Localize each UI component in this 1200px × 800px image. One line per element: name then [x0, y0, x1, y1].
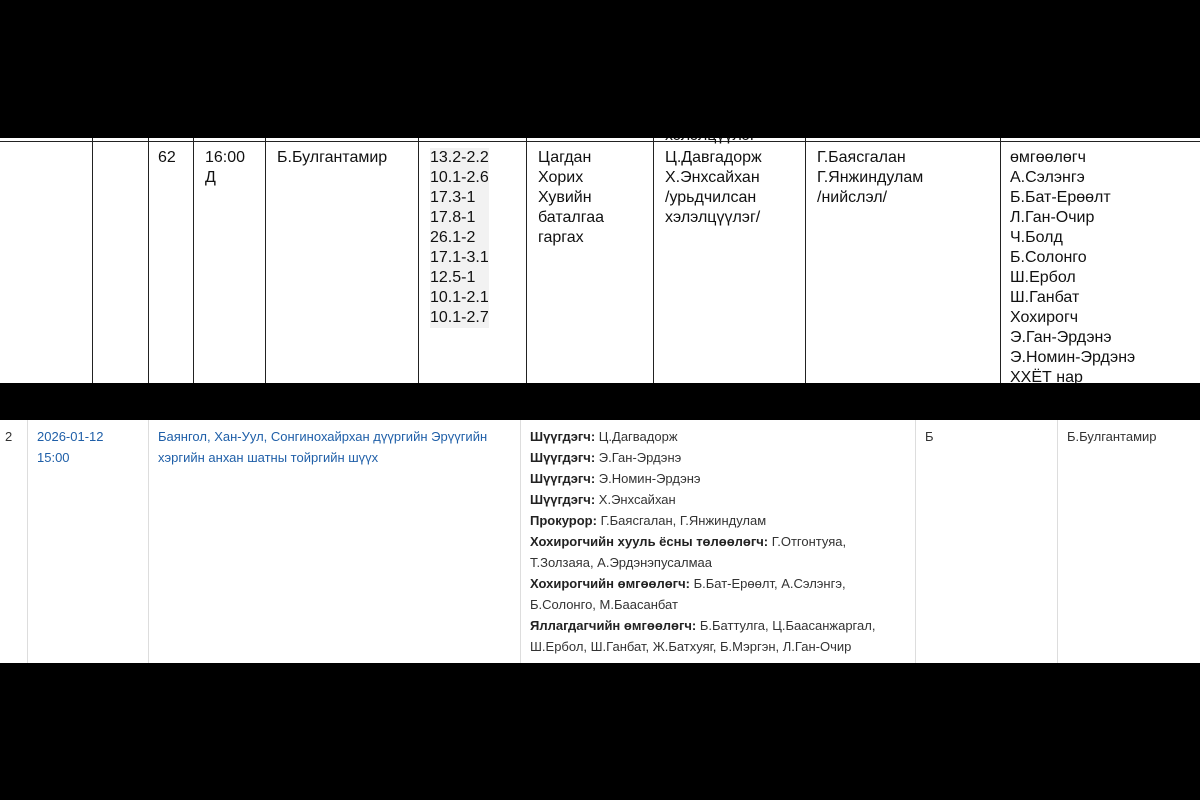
measure: Цагдан Хорих Хувийн баталгаа гаргах	[538, 148, 604, 248]
time: 16:00	[205, 149, 246, 166]
participant: Шүүгдэгч: Э.Ган-Эрдэнэ	[530, 447, 905, 468]
line: Э.Номин-Эрдэнэ	[1010, 349, 1136, 366]
judge: Б.Булгантамир	[277, 149, 388, 166]
role: Шүүгдэгч:	[530, 450, 596, 465]
line: гаргах	[538, 229, 584, 246]
line: 17.8-1	[430, 209, 476, 226]
line: Л.Ган-Очир	[1010, 209, 1095, 226]
line: Э.Ган-Эрдэнэ	[1010, 329, 1112, 346]
names: Э.Ган-Эрдэнэ	[598, 450, 682, 465]
role: Хохирогчийн хууль ёсны төлөөлөгч:	[530, 534, 769, 549]
line: баталгаа	[538, 209, 605, 226]
line: 13.2-2.2	[430, 149, 489, 166]
names: Х.Энхсайхан	[598, 492, 676, 507]
names: Г.Баясгалан, Г.Янжиндулам	[600, 513, 767, 528]
names: Б.Бат-Ерөөлт, А.Сэлэнгэ, Б.Солонго, М.Ба…	[530, 576, 846, 612]
role: Шүүгдэгч:	[530, 492, 596, 507]
participants: өмгөөлөгч А.Сэлэнгэ Б.Бат-Ерөөлт Л.Ган-Очир…	[1010, 148, 1135, 383]
line: Ш.Ганбат	[1010, 289, 1080, 306]
cut-text: хэлэлцүүлэг	[665, 138, 756, 146]
scan-table: хэлэлцүүлэг 62 16:00 Д Б.Булгантамир 13.…	[0, 138, 1200, 383]
time[interactable]: 15:00	[37, 450, 70, 465]
line: Хувийн	[538, 189, 592, 206]
participants: Шүүгдэгч: Ц.Дагвадорж Шүүгдэгч: Э.Ган-Эрд…	[530, 426, 905, 657]
case-type: Б	[925, 429, 934, 444]
line: Ц.Давгадорж	[665, 149, 762, 166]
line: 17.3-1	[430, 189, 476, 206]
time-suffix: Д	[205, 169, 216, 186]
participant: Хохирогчийн өмгөөлөгч: Б.Бат-Ерөөлт, А.С…	[530, 573, 905, 615]
line: Г.Янжиндулам	[817, 169, 924, 186]
participant: Шүүгдэгч: Э.Номин-Эрдэнэ	[530, 468, 905, 489]
line: 17.1-3.1	[430, 249, 489, 266]
line: Хохирогч	[1010, 309, 1079, 326]
line: 12.5-1	[430, 269, 476, 286]
row-number: 2	[5, 429, 13, 444]
line: /нийслэл/	[817, 189, 888, 206]
participant: Шүүгдэгч: Х.Энхсайхан	[530, 489, 905, 510]
number: 62	[158, 149, 176, 166]
line: /урьдчилсан	[665, 189, 757, 206]
web-table: 2 2026-01-12 15:00 Баянгол, Хан-Уул, Сон…	[0, 420, 1200, 663]
line: 26.1-2	[430, 229, 476, 246]
line: Б.Бат-Ерөөлт	[1010, 189, 1111, 206]
line: өмгөөлөгч	[1010, 149, 1086, 166]
role: Шүүгдэгч:	[530, 471, 596, 486]
court[interactable]: Баянгол, Хан-Уул, Сонгинохайрхан дүүргий…	[158, 429, 488, 465]
line: Ч.Болд	[1010, 229, 1063, 246]
date[interactable]: 2026-01-12	[37, 429, 104, 444]
articles: 13.2-2.2 10.1-2.6 17.3-1 17.8-1 26.1-2 17.1-3…	[430, 148, 489, 328]
line: Ш.Ербол	[1010, 269, 1076, 286]
line: хэлэлцүүлэг/	[665, 209, 761, 226]
line: 10.1-2.1	[430, 289, 489, 306]
participant: Яллагдагчийн өмгөөлөгч: Б.Баттулга, Ц.Ба…	[530, 615, 905, 657]
line: Б.Солонго	[1010, 249, 1087, 266]
participant: Шүүгдэгч: Ц.Дагвадорж	[530, 426, 905, 447]
names: Г.Отгонтуяа, Т.Золзаяа, А.Эрдэнэпусалмаа	[530, 534, 847, 570]
line: Цагдан	[538, 149, 592, 166]
judge: Б.Булгантамир	[1067, 429, 1157, 444]
line: Х.Энхсайхан	[665, 169, 760, 186]
prosecutors: Г.Баясгалан Г.Янжиндулам/нийслэл/	[817, 148, 923, 208]
role: Хохирогчийн өмгөөлөгч:	[530, 576, 690, 591]
line: Г.Баясгалан	[817, 149, 906, 166]
names: Б.Баттулга, Ц.Баасанжаргал, Ш.Ербол, Ш.Г…	[530, 618, 876, 654]
line: ХХЁТ нар	[1010, 369, 1083, 383]
line: 10.1-2.7	[430, 309, 489, 326]
participant: Хохирогчийн хууль ёсны төлөөлөгч: Г.Отго…	[530, 531, 905, 573]
line: Хорих	[538, 169, 584, 186]
line: 10.1-2.6	[430, 169, 489, 186]
role: Шүүгдэгч:	[530, 429, 596, 444]
role: Прокурор:	[530, 513, 597, 528]
role: Яллагдагчийн өмгөөлөгч:	[530, 618, 697, 633]
names: Э.Номин-Эрдэнэ	[598, 471, 701, 486]
names: Ц.Дагвадорж	[598, 429, 678, 444]
defendants: Ц.Давгадорж Х.Энхсайхан/урьдчилсан хэлэлцү…	[665, 148, 762, 228]
line: А.Сэлэнгэ	[1010, 169, 1085, 186]
participant: Прокурор: Г.Баясгалан, Г.Янжиндулам	[530, 510, 905, 531]
